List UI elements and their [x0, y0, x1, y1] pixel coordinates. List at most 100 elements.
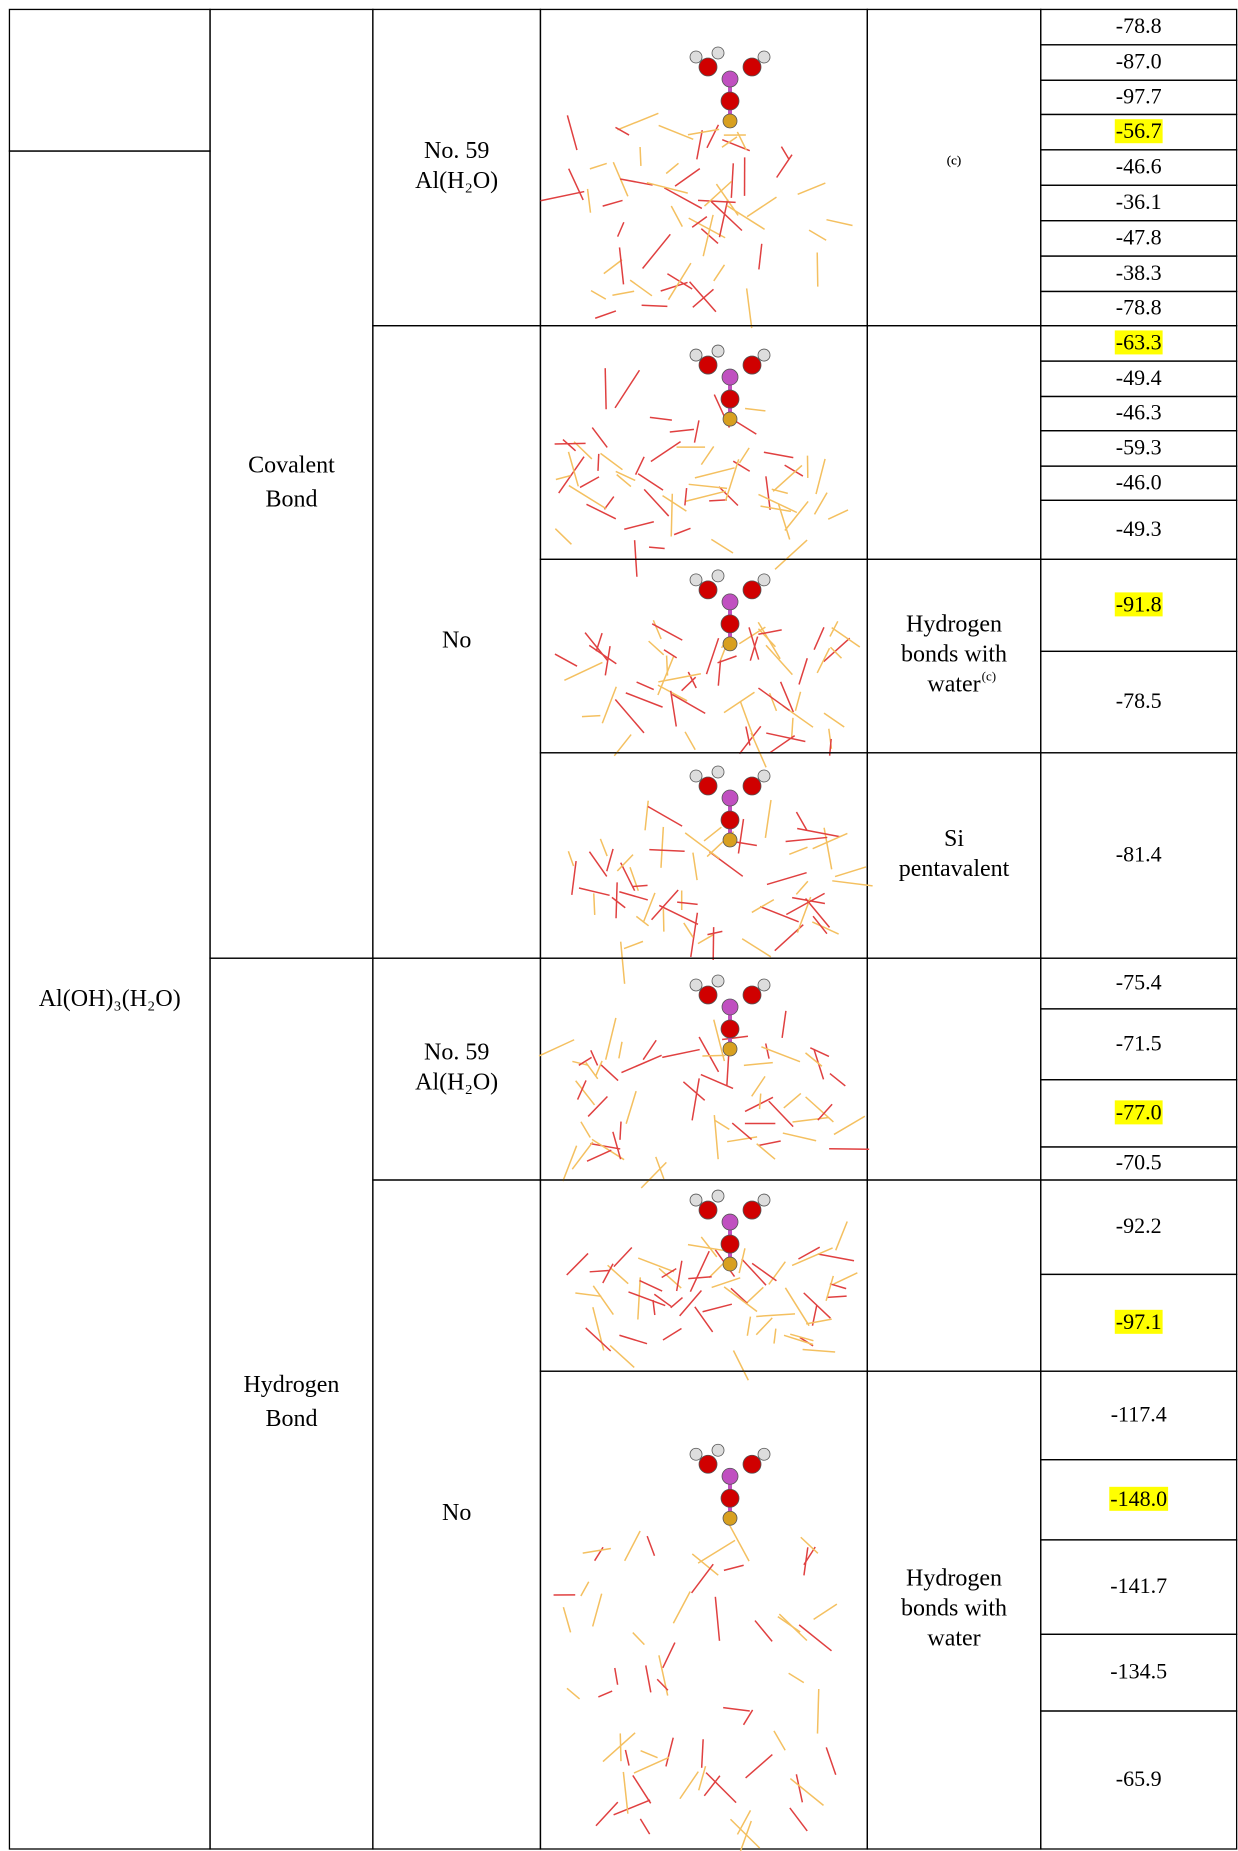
framework-bond — [643, 488, 670, 517]
framework-bond — [679, 1771, 699, 1800]
framework-bond — [641, 304, 668, 308]
framework-bond — [739, 701, 755, 739]
framework-bond — [693, 420, 700, 443]
framework-bond — [624, 520, 654, 531]
framework-bond — [633, 540, 638, 577]
framework-bond — [555, 474, 571, 481]
framework-bond — [688, 281, 717, 313]
framework-bond — [829, 1072, 846, 1087]
framework-bond — [710, 201, 743, 232]
energy-value: -56.7 — [1116, 118, 1162, 143]
framework-bond — [724, 459, 740, 501]
framework-bond — [663, 649, 678, 659]
framework-bond — [663, 187, 703, 210]
framework-bond — [662, 495, 687, 512]
atom — [722, 832, 738, 848]
table-cell — [866, 325, 1042, 560]
framework-bond — [745, 1286, 764, 1305]
framework-bond — [751, 1262, 777, 1282]
framework-bond — [714, 1119, 730, 1131]
framework-bond — [637, 1277, 641, 1320]
atom — [721, 1213, 739, 1231]
framework-bond — [781, 1010, 787, 1039]
framework-bond — [709, 499, 727, 502]
framework-bond — [634, 456, 645, 475]
framework-bond — [760, 505, 792, 513]
bond-type: Bond — [265, 486, 317, 512]
framework-bond — [651, 889, 679, 921]
framework-bond — [684, 832, 720, 860]
energy-value: -70.5 — [1116, 1150, 1162, 1175]
framework-bond — [580, 1121, 591, 1138]
framework-bond — [737, 818, 745, 854]
framework-bond — [829, 646, 843, 659]
framework-bond — [599, 838, 608, 857]
framework-bond — [813, 1603, 838, 1621]
framework-bond — [813, 626, 825, 650]
framework-bond — [618, 1041, 623, 1059]
framework-bond — [594, 1060, 603, 1077]
atom — [711, 344, 725, 358]
atom — [720, 1019, 740, 1039]
framework-bond — [612, 1131, 622, 1160]
framework-bond — [632, 884, 648, 888]
framework-bond — [713, 1115, 719, 1160]
framework-bond — [571, 860, 577, 895]
note: Hydrogen — [906, 1566, 1002, 1592]
framework-bond — [609, 1344, 635, 1368]
framework-bond — [765, 476, 771, 510]
table-cell — [209, 957, 374, 1850]
highlight — [1114, 592, 1163, 617]
framework-bond — [684, 487, 688, 506]
framework-bond — [586, 503, 617, 520]
atom — [711, 1443, 725, 1457]
framework-bond — [648, 640, 665, 656]
energy-value: -49.3 — [1116, 516, 1162, 541]
framework-bond — [614, 698, 645, 734]
framework-bond — [783, 1092, 802, 1109]
framework-bond — [589, 162, 607, 170]
framework-bond — [745, 1754, 773, 1779]
framework-bond — [585, 1327, 612, 1352]
energy-value: -38.3 — [1116, 260, 1162, 285]
energy-value: -46.3 — [1116, 400, 1162, 425]
framework-bond — [649, 416, 672, 421]
framework-bond — [587, 1095, 608, 1117]
framework-bond — [802, 1348, 836, 1353]
framework-bond — [684, 731, 696, 751]
structure-image — [567, 765, 873, 984]
energy-value: -134.5 — [1110, 1659, 1167, 1684]
framework-bond — [619, 891, 648, 901]
note: Si — [944, 826, 964, 852]
table-cell — [1040, 1710, 1238, 1850]
energy-value: -46.6 — [1116, 154, 1162, 179]
framework-bond — [602, 199, 623, 207]
framework-bond — [615, 126, 630, 136]
energy-value: -36.1 — [1116, 189, 1162, 214]
framework-bond — [615, 470, 636, 482]
framework-bond — [637, 473, 664, 491]
framework-bond — [562, 439, 577, 452]
framework-bond — [697, 933, 715, 945]
framework-bond — [768, 1261, 786, 1285]
framework-bond — [765, 644, 793, 676]
framework-bond — [711, 1277, 741, 1289]
framework-bond — [703, 826, 722, 842]
table-cell — [209, 8, 374, 959]
energy-value: -65.9 — [1116, 1766, 1162, 1791]
framework-bond — [697, 199, 736, 204]
atom — [742, 1200, 762, 1220]
highlight — [1114, 1309, 1163, 1334]
framework-bond — [661, 1267, 677, 1279]
framework-bond — [783, 1334, 814, 1346]
framework-bond — [761, 1046, 801, 1063]
framework-bond — [772, 464, 803, 492]
framework-bond — [794, 691, 802, 712]
framework-bond — [538, 1039, 575, 1057]
framework-bond — [646, 181, 688, 194]
framework-bond — [829, 620, 839, 637]
framework-bond — [800, 1536, 819, 1554]
framework-bond — [688, 1276, 712, 1280]
framework-bond — [698, 1036, 720, 1073]
framework-bond — [816, 647, 831, 674]
